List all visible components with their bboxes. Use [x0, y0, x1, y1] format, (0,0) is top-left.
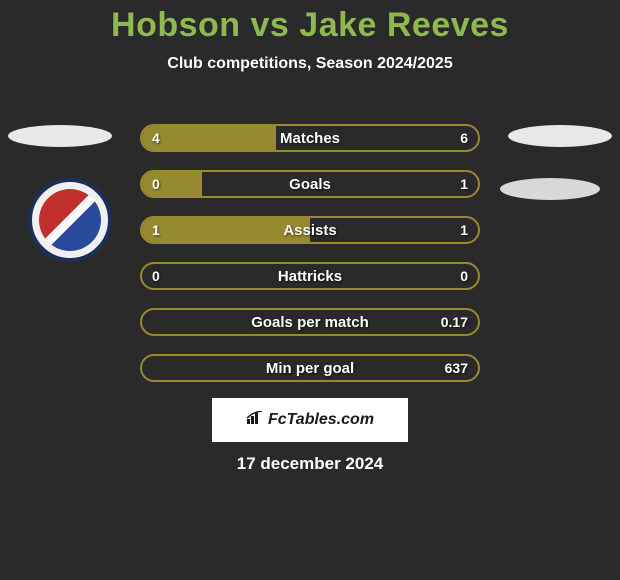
- stat-label: Min per goal: [142, 356, 478, 380]
- stat-value-right: 1: [460, 218, 468, 242]
- stat-row: 0Goals1: [140, 170, 480, 198]
- player-right-club-placeholder: [500, 178, 600, 200]
- stat-label: Matches: [142, 126, 478, 150]
- stat-row: 0Hattricks0: [140, 262, 480, 290]
- player-left-club-badge: [28, 178, 112, 262]
- stat-row: Goals per match0.17: [140, 308, 480, 336]
- player-right-avatar-placeholder: [508, 125, 612, 147]
- stat-row: 4Matches6: [140, 124, 480, 152]
- brand-badge: FcTables.com: [212, 398, 408, 442]
- stat-label: Hattricks: [142, 264, 478, 288]
- page-title: Hobson vs Jake Reeves: [0, 0, 620, 45]
- stat-label: Assists: [142, 218, 478, 242]
- stat-label: Goals per match: [142, 310, 478, 334]
- player-left-avatar-placeholder: [8, 125, 112, 147]
- stat-value-right: 637: [445, 356, 468, 380]
- footer-date: 17 december 2024: [0, 454, 620, 474]
- stat-row: 1Assists1: [140, 216, 480, 244]
- stat-value-right: 0.17: [441, 310, 468, 334]
- brand-text: FcTables.com: [268, 411, 374, 429]
- stat-value-right: 1: [460, 172, 468, 196]
- subtitle: Club competitions, Season 2024/2025: [0, 55, 620, 73]
- stat-value-right: 0: [460, 264, 468, 288]
- club-badge-icon: [39, 189, 101, 251]
- stat-label: Goals: [142, 172, 478, 196]
- stat-row: Min per goal637: [140, 354, 480, 382]
- stat-value-right: 6: [460, 126, 468, 150]
- comparison-bars: 4Matches60Goals11Assists10Hattricks0Goal…: [140, 124, 480, 400]
- chart-icon: [246, 411, 264, 430]
